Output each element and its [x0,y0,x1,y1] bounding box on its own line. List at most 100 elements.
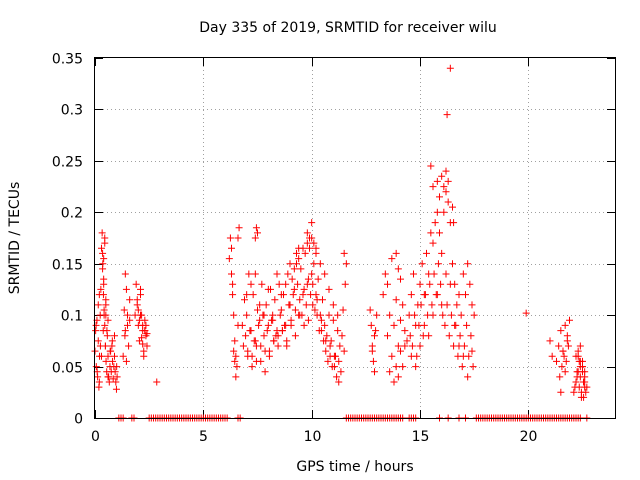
data-point [445,332,453,340]
data-point [310,260,318,268]
data-point [329,301,337,309]
data-point [561,368,569,376]
data-point [397,275,404,283]
data-point [109,357,117,365]
data-point [394,342,402,350]
data-point [263,327,271,335]
data-point [449,260,456,268]
data-point [303,239,311,247]
data-point [379,291,387,299]
data-point [416,280,424,288]
data-point [438,301,446,309]
data-point [553,357,560,365]
data-point [311,306,319,314]
data-point [299,291,307,299]
data-point [437,280,445,288]
data-point [429,183,437,191]
data-point [233,363,241,371]
data-point [426,280,434,288]
data-point [122,357,130,365]
data-point [558,363,566,371]
data-point [265,347,273,355]
data-point [556,373,564,381]
data-point [120,306,128,314]
data-point [296,296,304,304]
data-point [446,64,454,72]
data-point [295,244,303,252]
data-point [326,352,334,360]
data-point [564,342,572,350]
data-point [428,301,436,309]
data-point [274,342,282,350]
data-point [399,363,407,371]
data-point [270,337,278,345]
data-point [340,347,348,355]
data-point [234,234,242,242]
data-point [312,244,320,252]
data-point [446,280,454,288]
data-point [232,373,240,381]
data-point [467,332,475,340]
data-point [546,337,554,345]
data-point [457,311,465,319]
data-point [134,306,142,314]
data-point [111,352,118,360]
data-point [334,327,342,335]
data-point [260,311,268,319]
data-point [248,363,256,371]
data-point [367,321,375,329]
data-point [449,203,456,211]
data-point [301,249,309,257]
data-point [101,321,109,329]
data-point [463,321,471,329]
data-point [226,234,234,242]
data-point [257,357,265,365]
data-point [456,332,464,340]
data-point [468,301,476,309]
data-point [321,321,329,329]
data-point [283,342,291,350]
data-point [397,347,404,355]
data-point [119,352,127,360]
data-point [101,239,109,247]
data-point [423,249,430,257]
data-point [92,363,100,371]
data-point [245,270,253,278]
data-point [325,311,333,319]
data-point [459,270,467,278]
data-point [304,316,312,324]
data-point [316,260,324,268]
data-point [407,291,415,299]
data-point [455,342,463,350]
data-point [368,347,376,355]
data-point [572,378,580,386]
data-point [577,388,585,396]
data-point [98,352,105,360]
data-point [230,347,238,355]
data-point [100,255,108,263]
data-point [401,327,409,335]
data-point [562,357,570,365]
data-point [278,327,286,335]
data-point [548,352,556,360]
data-point [139,340,147,348]
data-point [576,342,584,350]
data-point [399,301,407,309]
data-point [335,378,343,386]
data-point [321,270,329,278]
data-point [284,270,292,278]
data-point [384,280,391,288]
data-point [313,296,321,304]
data-point [392,363,400,371]
data-point [254,306,261,314]
data-point [246,327,254,335]
data-point [336,342,344,350]
data-point [94,301,102,309]
data-point [138,334,146,342]
data-point [288,275,296,283]
y-tick-label: 0.2 [61,206,83,222]
data-point [94,337,102,345]
data-point [392,296,400,304]
data-point [271,296,279,304]
data-point [455,291,463,299]
